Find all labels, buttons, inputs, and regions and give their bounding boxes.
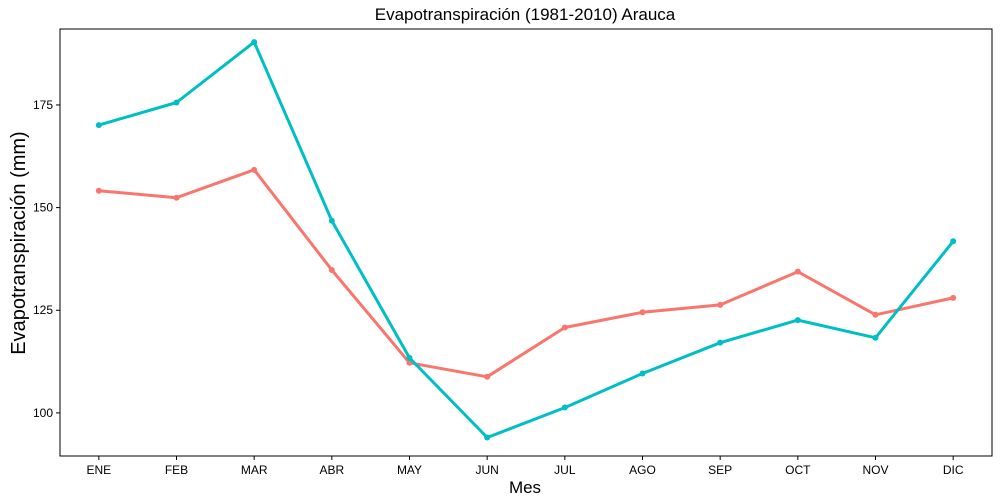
series-2-line	[97, 40, 955, 439]
series-2-point	[639, 370, 646, 377]
x-tick-label: AGO	[629, 463, 656, 477]
y-axis-title: Evapotranspiración (mm)	[8, 131, 30, 354]
series-2-point	[561, 404, 568, 411]
series-1-point	[872, 311, 879, 318]
series-2-point	[484, 434, 491, 441]
series-1-point	[639, 309, 646, 316]
series-1-point	[484, 373, 491, 380]
series-1-point	[328, 267, 335, 274]
series-layer	[95, 39, 957, 441]
series-2-point	[950, 238, 957, 245]
x-tick-label: NOV	[862, 463, 888, 477]
x-tick-label: MAY	[397, 463, 422, 477]
series-2-point	[872, 334, 879, 341]
series-1-point	[561, 324, 568, 331]
x-axis-title: Mes	[509, 478, 541, 497]
x-tick-label: OCT	[785, 463, 811, 477]
x-axis: ENE FEB MAR ABR MAY JUN JUL AGO SEP OCT NOV DIC	[86, 456, 964, 477]
series-2-point	[173, 99, 180, 106]
series-2-point	[328, 217, 335, 224]
series-1-point	[95, 187, 102, 194]
x-tick-label: SEP	[708, 463, 732, 477]
x-tick-label: JUN	[475, 463, 498, 477]
series-2-point	[794, 317, 801, 324]
y-tick-label: 125	[33, 303, 53, 317]
x-tick-label: ENE	[86, 463, 111, 477]
series-1-point	[251, 166, 258, 173]
plot-frame	[59, 28, 993, 457]
series-1-line	[97, 168, 955, 379]
x-tick-label: MAR	[241, 463, 268, 477]
series-1-point	[794, 268, 801, 275]
series-2-point	[406, 354, 413, 361]
series-2-point	[717, 339, 724, 346]
y-tick-label: 175	[33, 98, 53, 112]
x-tick-label: ABR	[319, 463, 344, 477]
y-tick-label: 150	[33, 201, 53, 215]
x-tick-label: JUL	[554, 463, 576, 477]
series-1	[95, 166, 957, 380]
y-tick-label: 100	[33, 406, 53, 420]
series-1-point	[950, 294, 957, 301]
series-2-point	[251, 39, 258, 46]
series-2	[95, 39, 957, 441]
series-1-point	[173, 194, 180, 201]
series-1-point	[717, 301, 724, 308]
series-2-point	[95, 122, 102, 129]
x-tick-label: DIC	[943, 463, 964, 477]
y-axis: 100 125 150 175	[33, 98, 60, 420]
x-tick-label: FEB	[165, 463, 188, 477]
chart-title: Evapotranspiración (1981-2010) Arauca	[375, 5, 676, 24]
